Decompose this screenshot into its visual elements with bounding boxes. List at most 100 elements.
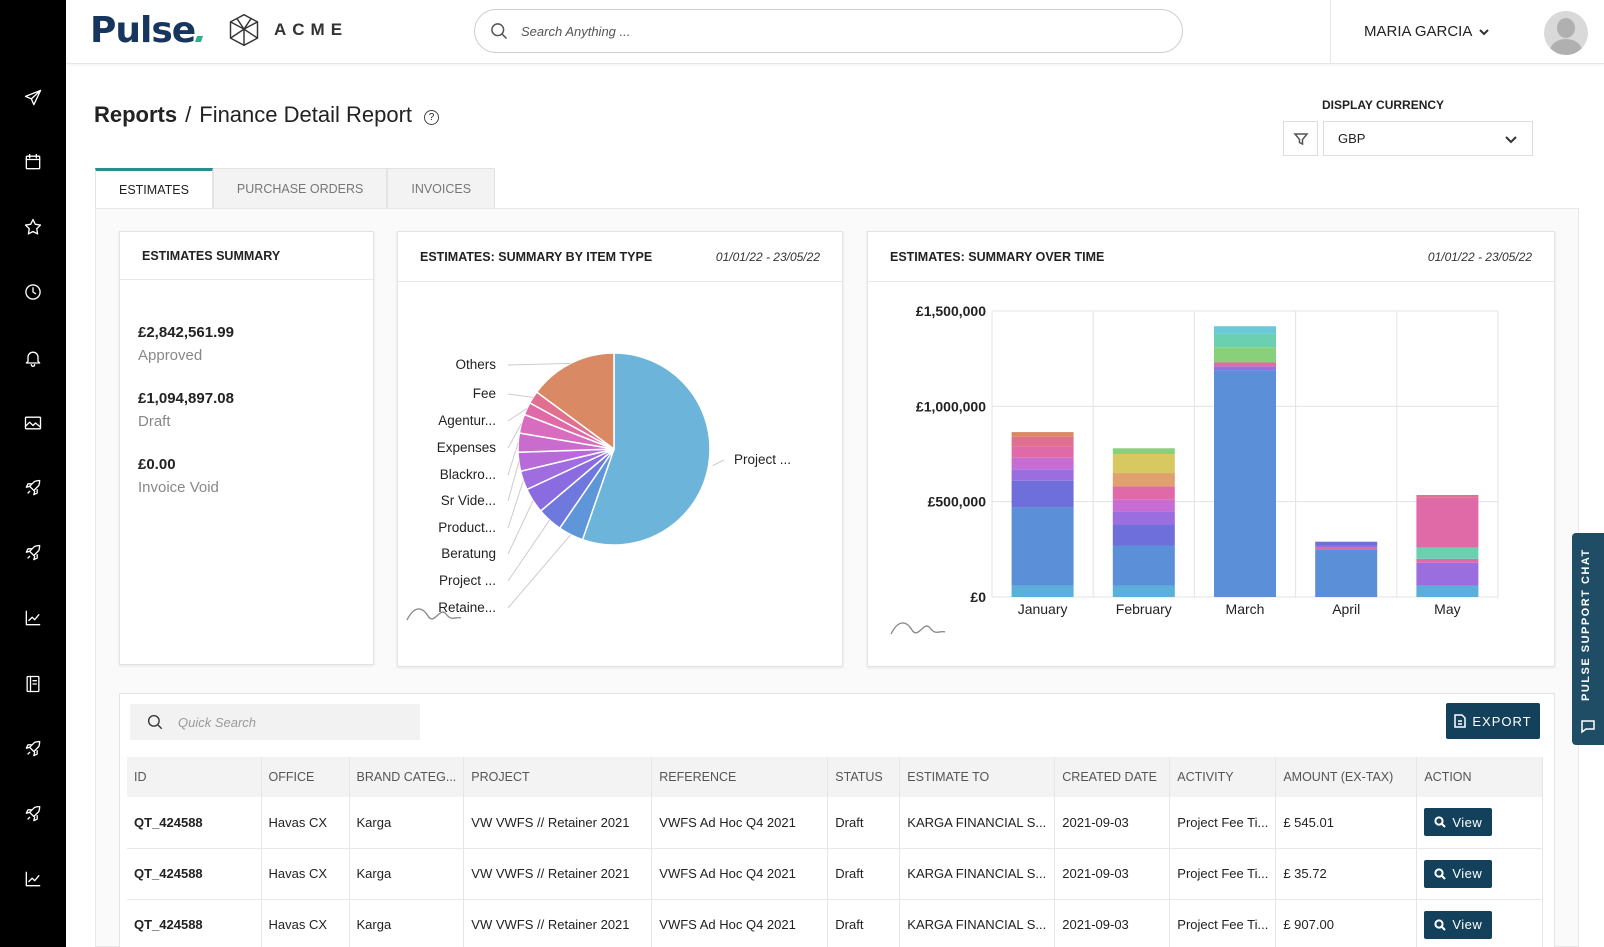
column-header-amount[interactable]: AMOUNT (EX-TAX) <box>1275 757 1418 797</box>
view-button[interactable]: View <box>1424 859 1493 888</box>
image-icon[interactable] <box>19 409 47 437</box>
bar-segment[interactable] <box>1214 347 1276 363</box>
bar-segment[interactable] <box>1214 362 1276 367</box>
bar-segment[interactable] <box>1011 446 1074 458</box>
column-header-project[interactable]: PROJECT <box>463 757 653 797</box>
global-search-input[interactable] <box>521 23 1121 39</box>
bar-segment[interactable] <box>1112 448 1175 454</box>
bar-segment[interactable] <box>1011 507 1074 586</box>
send-icon[interactable] <box>19 84 47 112</box>
bar-segment[interactable] <box>1112 585 1175 597</box>
table-row[interactable]: QT_424588 Havas CX Karga VW VWFS // Reta… <box>127 848 1543 900</box>
bar-segment[interactable] <box>1112 499 1175 512</box>
column-header-estimate-to[interactable]: ESTIMATE TO <box>899 757 1056 797</box>
bar-segment[interactable] <box>1011 469 1074 481</box>
bar-segment[interactable] <box>1112 454 1175 474</box>
summary-label: Approved <box>138 347 203 364</box>
document-icon <box>1454 714 1467 728</box>
pie-leader-line <box>507 442 519 476</box>
rocket-icon[interactable] <box>19 474 47 502</box>
export-button[interactable]: EXPORT <box>1446 703 1540 739</box>
bar-segment[interactable] <box>1112 524 1175 546</box>
currency-select[interactable]: GBP <box>1323 121 1533 156</box>
filter-button[interactable] <box>1283 121 1318 156</box>
cell-reference: VWFS Ad Hoc Q4 2021 <box>651 848 829 900</box>
rocket-icon[interactable] <box>19 735 47 763</box>
bar-segment[interactable] <box>1214 333 1276 348</box>
bar-segment[interactable] <box>1214 370 1276 597</box>
bar-segment[interactable] <box>1011 585 1074 597</box>
bar-segment[interactable] <box>1011 480 1074 508</box>
tab-purchase-orders[interactable]: PURCHASE ORDERS <box>212 168 388 208</box>
quick-search-input[interactable] <box>178 714 408 730</box>
avatar[interactable] <box>1544 11 1588 55</box>
breadcrumb-reports[interactable]: Reports <box>94 102 178 127</box>
table-row[interactable]: QT_424588 Havas CX Karga VW VWFS // Reta… <box>127 797 1543 849</box>
bar-segment[interactable] <box>1011 436 1074 447</box>
user-menu[interactable]: MARIA GARCIA <box>1364 23 1490 40</box>
calendar-icon[interactable] <box>19 148 47 176</box>
summary-draft: £1,094,897.08 Draft <box>138 390 373 430</box>
chart-icon[interactable] <box>19 604 47 632</box>
bell-icon[interactable] <box>19 344 47 372</box>
bar-segment[interactable] <box>1315 549 1378 597</box>
bar-segment[interactable] <box>1112 511 1175 525</box>
acme-logo-icon <box>229 13 259 47</box>
bar-segment[interactable] <box>1315 547 1378 550</box>
tab-invoices[interactable]: INVOICES <box>387 168 496 208</box>
bar-segment[interactable] <box>1214 366 1276 371</box>
card-header: ESTIMATES: SUMMARY OVER TIME 01/01/22 - … <box>868 232 1554 282</box>
column-header-brand-category[interactable]: BRAND CATEG... <box>349 757 465 797</box>
clock-icon[interactable] <box>19 278 47 306</box>
estimates-summary-card: ESTIMATES SUMMARY £2,842,561.99 Approved… <box>119 231 374 665</box>
column-header-activity[interactable]: ACTIVITY <box>1169 757 1277 797</box>
bar-segment[interactable] <box>1214 326 1276 334</box>
column-header-reference[interactable]: REFERENCE <box>651 757 829 797</box>
bar-segment[interactable] <box>1416 585 1479 597</box>
bar-segment[interactable] <box>1416 547 1479 559</box>
cell-estimate-to: KARGA FINANCIAL S... <box>899 899 1056 947</box>
star-icon[interactable] <box>19 213 47 241</box>
column-header-status[interactable]: STATUS <box>827 757 901 797</box>
top-header: Pulse ACME MARIA GARCIA <box>66 0 1604 64</box>
view-label: View <box>1452 866 1483 881</box>
bar-segment[interactable] <box>1011 432 1074 437</box>
quick-search[interactable] <box>130 704 420 740</box>
bar-segment[interactable] <box>1011 457 1074 470</box>
table-row[interactable]: QT_424588 Havas CX Karga VW VWFS // Reta… <box>127 899 1543 947</box>
view-button[interactable]: View <box>1424 808 1493 837</box>
bar-segment[interactable] <box>1416 497 1479 548</box>
bar-segment[interactable] <box>1112 545 1175 586</box>
column-header-created-date[interactable]: CREATED DATE <box>1054 757 1171 797</box>
currency-label: DISPLAY CURRENCY <box>1322 98 1445 112</box>
bar-segment[interactable] <box>1112 486 1175 500</box>
y-tick-label: £1,000,000 <box>916 398 986 414</box>
bar-segment[interactable] <box>1416 558 1479 563</box>
cell-estimate-to: KARGA FINANCIAL S... <box>899 848 1056 900</box>
bar-segment[interactable] <box>1112 473 1175 487</box>
rocket-icon[interactable] <box>19 539 47 567</box>
pie-label: Beratung <box>441 546 496 561</box>
bar-segment[interactable] <box>1416 494 1479 498</box>
cell-action: View <box>1416 899 1543 947</box>
global-search[interactable] <box>474 9 1183 53</box>
view-button[interactable]: View <box>1424 910 1493 939</box>
support-chat-tab[interactable]: PULSE SUPPORT CHAT <box>1572 533 1604 745</box>
pulse-logo[interactable]: Pulse <box>90 10 204 51</box>
chart-icon[interactable] <box>19 865 47 893</box>
y-tick-label: £500,000 <box>928 494 987 510</box>
cell-created-date: 2021-09-03 <box>1054 797 1171 849</box>
book-icon[interactable] <box>19 670 47 698</box>
x-tick-label: February <box>1116 601 1172 617</box>
cell-activity: Project Fee Ti... <box>1169 848 1277 900</box>
column-header-office[interactable]: OFFICE <box>261 757 350 797</box>
help-icon[interactable]: ? <box>424 109 440 125</box>
cell-action: View <box>1416 848 1543 900</box>
cell-activity: Project Fee Ti... <box>1169 899 1277 947</box>
column-header-id[interactable]: ID <box>127 757 262 797</box>
rocket-icon[interactable] <box>19 800 47 828</box>
bar-segment[interactable] <box>1315 541 1378 546</box>
tab-estimates[interactable]: ESTIMATES <box>95 168 213 208</box>
bar-segment[interactable] <box>1315 545 1378 548</box>
bar-segment[interactable] <box>1416 562 1479 586</box>
